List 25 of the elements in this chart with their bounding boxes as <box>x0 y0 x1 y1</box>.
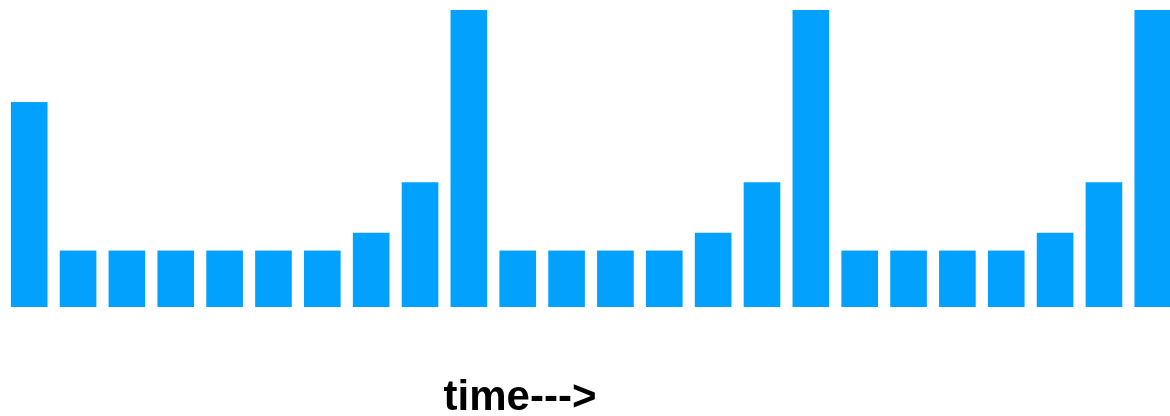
bar <box>10 102 48 307</box>
bar <box>1134 10 1170 307</box>
bar <box>1085 182 1123 307</box>
bar <box>499 250 537 307</box>
bar <box>304 250 341 307</box>
bar <box>157 250 195 307</box>
bar <box>401 182 439 307</box>
bar <box>645 250 683 307</box>
bar <box>206 250 243 307</box>
bar <box>255 250 292 307</box>
bar <box>597 250 634 307</box>
bar <box>694 232 732 307</box>
bar <box>59 250 97 307</box>
bar <box>352 232 390 307</box>
bar <box>987 250 1025 307</box>
bar <box>108 250 146 307</box>
bar <box>792 10 830 307</box>
x-axis-title: time---> <box>443 372 597 416</box>
bar <box>450 10 488 307</box>
bar <box>743 182 781 307</box>
bar <box>939 250 976 307</box>
bar <box>890 250 927 307</box>
bar <box>1036 232 1074 307</box>
bar <box>841 250 878 307</box>
bar <box>548 250 585 307</box>
